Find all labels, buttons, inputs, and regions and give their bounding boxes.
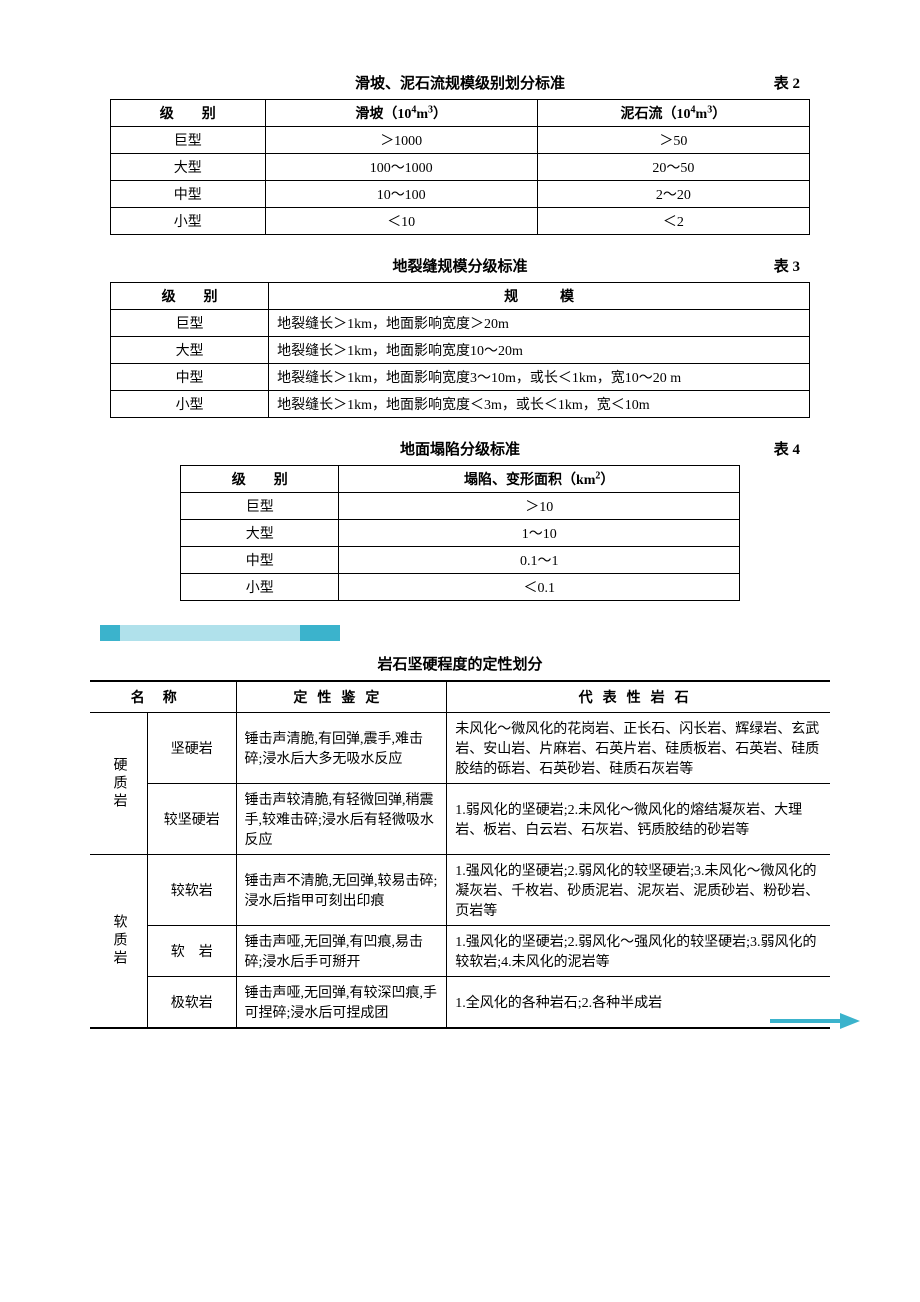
decorative-bar xyxy=(100,625,340,641)
table-2: 级 别 滑坡（104m3） 泥石流（104m3） 巨型＞1000＞50 大型10… xyxy=(110,99,810,235)
table-row: 中型地裂缝长＞1km，地面影响宽度3～10m，或长＜1km，宽10～20 m xyxy=(111,364,810,391)
table-2-title: 滑坡、泥石流规模级别划分标准 xyxy=(355,72,565,93)
table-row: 小型＜10＜2 xyxy=(111,208,810,235)
t5-h1: 定性鉴定 xyxy=(236,681,447,713)
table-5-block: 岩石坚硬程度的定性划分 名称 定性鉴定 代表性岩石 硬质岩 坚硬岩 锤击声清脆,… xyxy=(40,653,880,1029)
table-row: 硬质岩 坚硬岩 锤击声清脆,有回弹,震手,难击碎;浸水后大多无吸水反应 未风化～… xyxy=(90,713,830,784)
table-2-label: 表 2 xyxy=(774,72,800,93)
table-row: 极软岩 锤击声哑,无回弹,有较深凹痕,手可捏碎;浸水后可捏成团 1.全风化的各种… xyxy=(90,977,830,1029)
table-3-block: 地裂缝规模分级标准 表 3 级 别 规 模 巨型地裂缝长＞1km，地面影响宽度＞… xyxy=(40,255,880,418)
table-row: 中型0.1～1 xyxy=(181,547,740,574)
table-row: 小型＜0.1 xyxy=(181,574,740,601)
t5-group-1: 软质岩 xyxy=(90,855,148,1029)
t2-h1: 滑坡（104m3） xyxy=(265,100,537,127)
table-4-title: 地面塌陷分级标准 xyxy=(400,438,520,459)
table-5-title: 岩石坚硬程度的定性划分 xyxy=(377,653,542,674)
table-row: 较坚硬岩 锤击声较清脆,有轻微回弹,稍震手,较难击碎;浸水后有轻微吸水反应 1.… xyxy=(90,784,830,855)
table-row: 大型地裂缝长＞1km，地面影响宽度10～20m xyxy=(111,337,810,364)
t4-h1: 塌陷、变形面积（km2） xyxy=(339,466,740,493)
t3-h0: 级 别 xyxy=(111,283,269,310)
t5-group-0: 硬质岩 xyxy=(90,713,148,855)
table-3-label: 表 3 xyxy=(774,255,800,276)
table-5: 名称 定性鉴定 代表性岩石 硬质岩 坚硬岩 锤击声清脆,有回弹,震手,难击碎;浸… xyxy=(90,680,830,1029)
table-row: 巨型＞10 xyxy=(181,493,740,520)
table-row: 巨型地裂缝长＞1km，地面影响宽度＞20m xyxy=(111,310,810,337)
table-row: 巨型＞1000＞50 xyxy=(111,127,810,154)
table-row: 小型地裂缝长＞1km，地面影响宽度＜3m，或长＜1km，宽＜10m xyxy=(111,391,810,418)
t5-h0: 名称 xyxy=(90,681,236,713)
table-row: 大型100～100020～50 xyxy=(111,154,810,181)
t3-h1: 规 模 xyxy=(269,283,810,310)
table-row: 大型1～10 xyxy=(181,520,740,547)
table-row: 软质岩 较软岩 锤击声不清脆,无回弹,较易击碎;浸水后指甲可刻出印痕 1.强风化… xyxy=(90,855,830,926)
table-3: 级 别 规 模 巨型地裂缝长＞1km，地面影响宽度＞20m 大型地裂缝长＞1km… xyxy=(110,282,810,418)
t2-h0: 级 别 xyxy=(111,100,266,127)
table-3-title: 地裂缝规模分级标准 xyxy=(392,255,527,276)
t5-h2: 代表性岩石 xyxy=(447,681,830,713)
table-4-label: 表 4 xyxy=(774,438,800,459)
t2-h2: 泥石流（104m3） xyxy=(537,100,809,127)
table-row: 中型10～1002～20 xyxy=(111,181,810,208)
table-4: 级 别 塌陷、变形面积（km2） 巨型＞10 大型1～10 中型0.1～1 小型… xyxy=(180,465,740,601)
table-2-block: 滑坡、泥石流规模级别划分标准 表 2 级 别 滑坡（104m3） 泥石流（104… xyxy=(40,72,880,235)
table-row: 软 岩 锤击声哑,无回弹,有凹痕,易击碎;浸水后手可掰开 1.强风化的坚硬岩;2… xyxy=(90,926,830,977)
t4-h0: 级 别 xyxy=(181,466,339,493)
table-4-block: 地面塌陷分级标准 表 4 级 别 塌陷、变形面积（km2） 巨型＞10 大型1～… xyxy=(40,438,880,601)
